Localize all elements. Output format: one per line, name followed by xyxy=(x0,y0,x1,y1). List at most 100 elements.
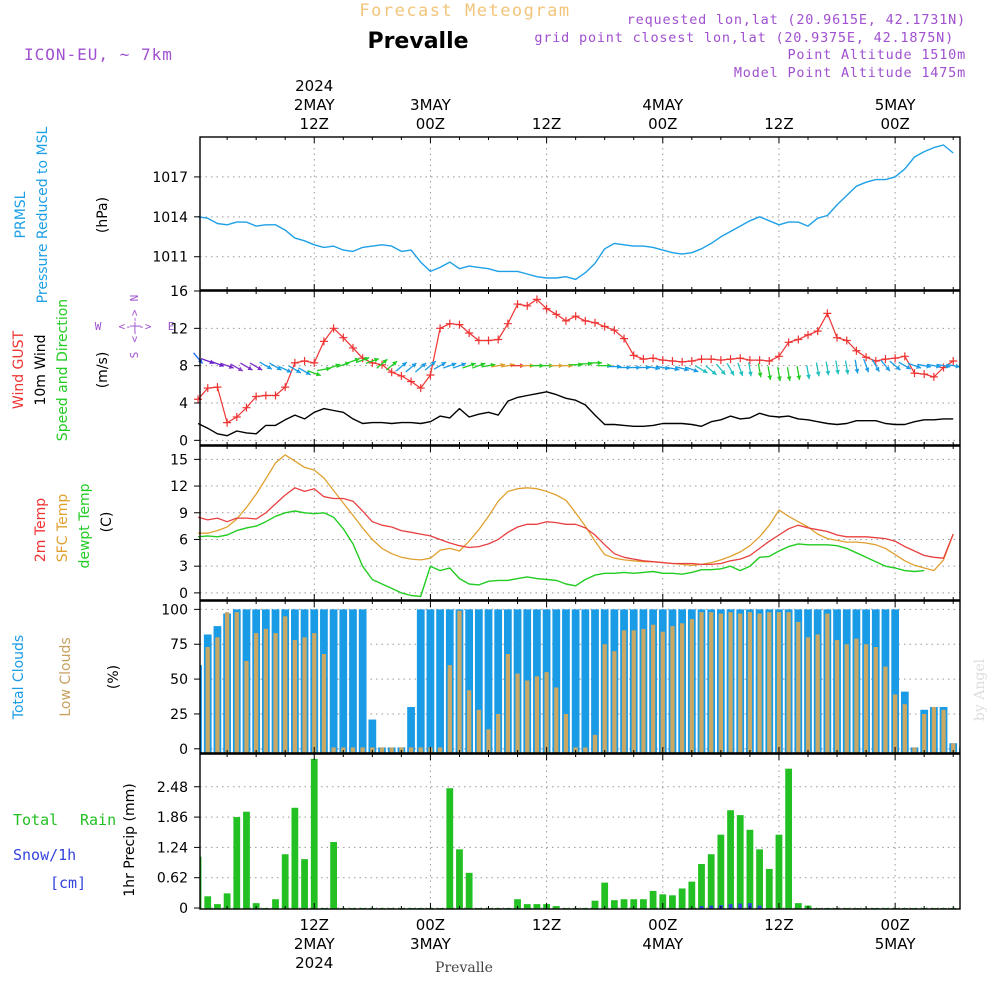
low-cloud-bar xyxy=(641,628,646,753)
bottom-time-label: 12Z xyxy=(764,916,793,934)
y-tick-label: 1011 xyxy=(152,250,188,266)
wind-arrow-head xyxy=(616,364,622,369)
temp-2m-line xyxy=(197,487,954,566)
wind-arrow-head xyxy=(315,371,321,377)
wind-arrow-head xyxy=(451,362,457,368)
wind-arrow-head xyxy=(441,362,447,367)
gust-point xyxy=(910,369,919,378)
gust-point xyxy=(232,413,241,421)
gust-point xyxy=(252,392,261,401)
location-title: Prevalle xyxy=(367,29,468,54)
gust-point xyxy=(203,384,212,393)
low-cloud-bar xyxy=(844,644,849,753)
wind-arrow xyxy=(907,362,922,369)
wind-arrow xyxy=(452,362,467,369)
total-cloud-bar xyxy=(591,609,599,753)
low-cloud-bar xyxy=(263,628,268,753)
low-cloud-bar xyxy=(680,623,685,753)
wind-arrow xyxy=(326,363,341,370)
gust-point xyxy=(561,316,570,325)
gust-point xyxy=(678,357,687,366)
cloud-bars xyxy=(200,609,960,753)
wind-arrow-head xyxy=(796,375,802,381)
gust-point xyxy=(474,336,483,345)
low-cloud-bar xyxy=(534,676,540,753)
wind-arrow-head xyxy=(693,368,699,373)
y-tick-label: 4 xyxy=(179,396,188,412)
temp-label-unit: (C) xyxy=(99,512,115,533)
precip-label-rain: Rain xyxy=(80,811,116,829)
low-cloud-bar xyxy=(302,637,307,753)
wind-arrow-head xyxy=(373,357,379,363)
top-time-label: 12Z xyxy=(300,115,329,133)
gust-point xyxy=(494,335,503,344)
y-tick-label: 9 xyxy=(179,506,188,522)
rain-bar xyxy=(591,900,599,909)
low-cloud-bar xyxy=(689,619,694,753)
wind-arrow-head xyxy=(895,365,901,371)
low-cloud-bar xyxy=(931,706,936,753)
top-time-label: 2MAY xyxy=(294,96,336,114)
rain-bar xyxy=(200,856,202,909)
wind-arrow xyxy=(695,365,708,374)
y-tick-label: 8 xyxy=(179,359,188,375)
bottom-time-label: 00Z xyxy=(880,916,909,934)
total-cloud-bar xyxy=(436,609,444,753)
wind-arrow xyxy=(737,362,744,377)
gust-point xyxy=(687,357,696,365)
rain-bar xyxy=(514,899,521,909)
wind-arrow-head xyxy=(266,364,272,370)
gust-point xyxy=(300,357,309,365)
rain-bar xyxy=(223,893,231,909)
low-cloud-bar xyxy=(602,644,607,753)
y-tick-label: 1014 xyxy=(152,210,188,226)
top-time-label: 00Z xyxy=(880,115,909,133)
gust-point xyxy=(319,337,328,346)
total-cloud-bar xyxy=(368,719,377,753)
gust-point xyxy=(213,383,222,392)
gust-point xyxy=(716,356,725,365)
rain-bar xyxy=(281,854,289,909)
wind-arrow-head xyxy=(684,366,689,372)
credit-watermark: by Angel xyxy=(972,658,988,721)
rain-bar xyxy=(620,899,628,909)
rain-bar xyxy=(669,895,676,909)
total-cloud-bar xyxy=(339,609,348,753)
total-cloud-bar xyxy=(329,609,338,753)
y-tick-label: 1.86 xyxy=(157,810,188,826)
total-cloud-bar xyxy=(562,609,570,753)
gust-point xyxy=(290,358,299,367)
gust-point xyxy=(736,354,745,363)
low-cloud-bar xyxy=(234,612,239,753)
wind-label-gust: Wind GUST xyxy=(11,330,27,409)
wind-arrow-head xyxy=(228,364,234,369)
wind-arrow xyxy=(825,361,831,376)
gust-point xyxy=(900,352,909,361)
y-tick-label: 6 xyxy=(179,532,188,548)
pressure-label-desc: Pressure Reduced to MSL xyxy=(35,126,51,303)
gust-point xyxy=(620,334,629,343)
rain-bar xyxy=(272,899,279,909)
total-cloud-bar xyxy=(416,609,425,753)
y-tick-label: 2.48 xyxy=(157,780,188,796)
wind-arrow-head xyxy=(247,365,253,371)
gust-point xyxy=(532,295,541,304)
wind-arrow xyxy=(705,365,717,376)
bottom-time-label: 00Z xyxy=(416,916,445,934)
wind-arrow-head xyxy=(844,369,850,375)
rain-bar xyxy=(785,768,793,909)
total-cloud-bar xyxy=(484,609,493,753)
gust-point xyxy=(242,403,251,412)
low-cloud-bar xyxy=(834,640,840,753)
wind-label-10m: 10m Wind xyxy=(33,334,49,405)
pressure-label-unit: (hPa) xyxy=(95,197,111,233)
low-cloud-bar xyxy=(331,747,336,753)
wind-speed-line xyxy=(197,391,954,437)
cloud-label-total: Total Clouds xyxy=(11,635,27,720)
low-cloud-bar xyxy=(273,633,278,753)
low-cloud-bar xyxy=(747,612,753,753)
wind-arrow-head xyxy=(854,368,860,374)
wind-arrow-head xyxy=(916,364,922,369)
wind-arrow xyxy=(889,360,901,371)
